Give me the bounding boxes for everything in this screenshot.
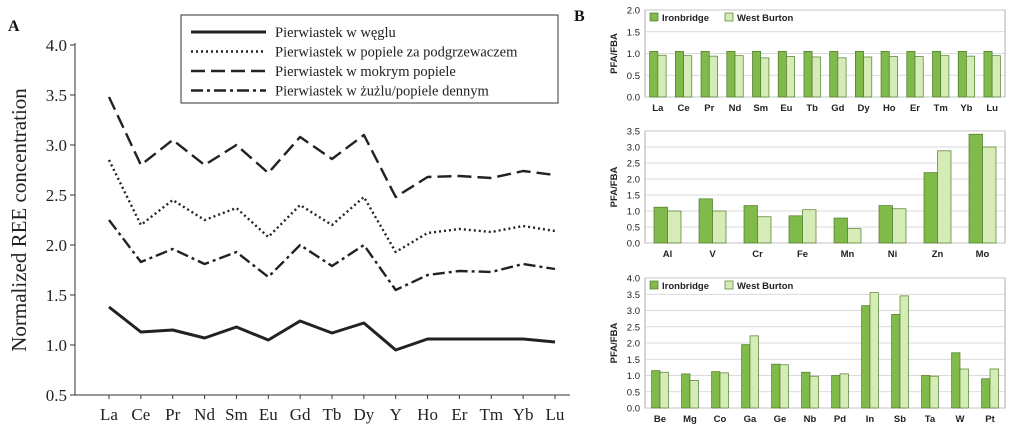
x-tick-label: La (100, 405, 118, 424)
bar-ironbridge (957, 50, 967, 98)
x-tick-label: Tm (479, 405, 503, 424)
x-tick-label: Nd (729, 103, 742, 114)
y-tick-label: 0.5 (46, 386, 67, 405)
x-tick-label: Yb (513, 405, 534, 424)
y-tick-label: 2.0 (627, 6, 640, 17)
bar-west-burton (760, 57, 770, 98)
x-tick-label: Nd (194, 405, 215, 424)
bar-west-burton (708, 55, 718, 98)
x-tick-label: Ho (883, 103, 896, 114)
x-tick-label: Eu (780, 103, 792, 114)
bar-west-burton (991, 55, 1001, 98)
bar-west-burton (811, 56, 821, 98)
x-tick-label: Lu (986, 103, 998, 114)
panel-b-letter: B (574, 8, 585, 25)
y-tick-label: 3.5 (46, 86, 67, 105)
y-tick-label: 2.5 (46, 186, 67, 205)
bar-ironbridge (726, 50, 736, 98)
bar-west-burton (837, 57, 847, 98)
x-tick-label: Sm (225, 405, 248, 424)
x-tick-label: Pr (704, 103, 714, 114)
x-tick-label: La (652, 103, 664, 114)
y-tick-label: 1.5 (627, 27, 640, 38)
bar-ironbridge (906, 50, 916, 98)
y-tick-label: 0.0 (627, 93, 640, 104)
legend-swatch (724, 12, 734, 22)
bar-west-burton (863, 56, 873, 98)
bar-ironbridge (674, 50, 684, 98)
bar-ironbridge (649, 50, 659, 98)
legend-label: Pierwiastek w węglu (275, 25, 396, 41)
y-tick-label: 1.5 (46, 286, 67, 305)
bar-ironbridge (700, 50, 710, 98)
bar-west-burton (786, 56, 796, 98)
bar-ironbridge (777, 50, 787, 98)
bar-ironbridge (829, 50, 839, 98)
legend-box (180, 14, 559, 104)
x-tick-label: Gd (831, 103, 844, 114)
bar-ironbridge (880, 50, 890, 98)
bar-west-burton (657, 54, 667, 98)
legend-label: West Burton (737, 13, 793, 24)
x-tick-label: Pr (165, 405, 180, 424)
x-tick-label: Tm (934, 103, 948, 114)
bar-ironbridge (854, 50, 864, 98)
series-line-4 (108, 219, 556, 292)
y-tick-label: 2.0 (46, 236, 67, 255)
legend-label: Pierwiastek w żużlu/popiele dennym (275, 84, 490, 100)
bar-ironbridge (932, 50, 942, 98)
x-tick-label: Tb (323, 405, 342, 424)
bar-ironbridge (752, 50, 762, 98)
bar-ironbridge (983, 50, 993, 98)
x-tick-label: Er (451, 405, 467, 424)
x-tick-label: Sm (753, 103, 768, 114)
legend-label: Ironbridge (662, 13, 709, 24)
y-tick-label: 0.5 (627, 71, 640, 82)
series-line-1 (108, 305, 556, 352)
bar-west-burton (940, 55, 950, 98)
panel-a-letter: A (8, 18, 20, 35)
x-tick-label: Dy (353, 405, 374, 424)
x-tick-label: Tb (806, 103, 818, 114)
x-tick-label: Dy (857, 103, 870, 114)
x-tick-label: Lu (546, 405, 565, 424)
ree-line-chart: 0.5 1.0 1.5 2.0 2.5 3.0 3.5 4.0 La Ce Pr Nd Sm Eu Gd Tb… (7, 14, 570, 424)
bar-ironbridge (803, 50, 813, 98)
bar-west-burton (888, 56, 898, 98)
x-tick-label: Yb (960, 103, 972, 114)
x-tick-label: Eu (259, 405, 278, 424)
series-line-3 (107, 96, 556, 199)
x-tick-label: Gd (290, 405, 311, 424)
x-tick-label: Er (910, 103, 920, 114)
y-tick-label: 4.0 (46, 36, 67, 55)
series-line-2 (107, 159, 556, 254)
y-axis-label: PFA/FBA (609, 33, 620, 74)
bar-west-burton (734, 55, 744, 98)
bar-west-burton (914, 56, 924, 98)
y-tick-label: 3.0 (46, 136, 67, 155)
x-tick-label: Ce (131, 405, 150, 424)
y-axis-label: Normalized REE concentration (7, 88, 31, 352)
x-tick-label: Ho (417, 405, 438, 424)
x-tick-label: Y (390, 405, 402, 424)
legend-label: Pierwiastek w popiele za podgrzewaczem (275, 45, 518, 61)
x-tick-label: Ce (677, 103, 689, 114)
legend-swatch (649, 12, 659, 22)
bar-west-burton (683, 55, 693, 98)
y-tick-label: 1.0 (46, 336, 67, 355)
y-tick-label: 1.0 (627, 49, 640, 60)
legend-label: Pierwiastek w mokrym popiele (275, 64, 456, 80)
bar-west-burton (966, 55, 976, 98)
